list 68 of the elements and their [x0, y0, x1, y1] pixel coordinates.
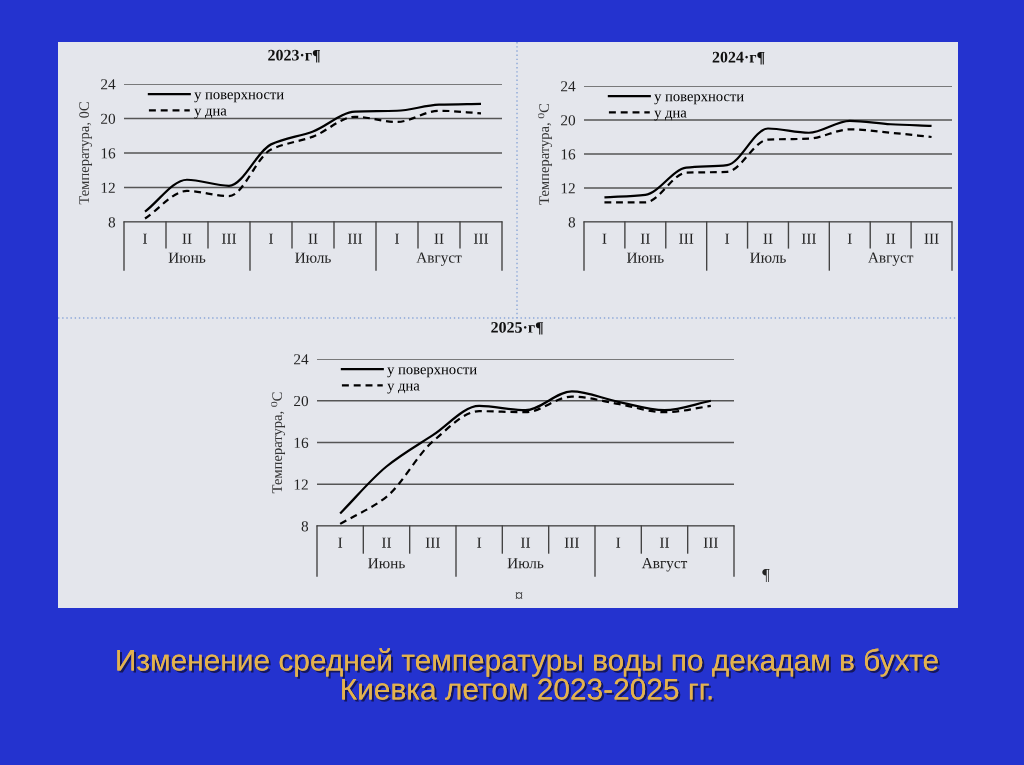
text: ¶: [762, 569, 770, 583]
x-tick-label: III: [679, 233, 694, 244]
y-axis-title: Температура, ⁰С: [271, 392, 286, 494]
x-tick-label: I: [616, 537, 621, 548]
x-tick-label: II: [886, 233, 896, 244]
x-tick-label: II: [659, 537, 670, 548]
text: Июль: [295, 252, 331, 263]
y-tick-label: 16: [101, 148, 116, 159]
text: Июнь: [368, 558, 405, 569]
text: Август: [868, 252, 914, 266]
y-tick-label: 24: [294, 354, 309, 365]
x-tick-label: II: [182, 233, 192, 244]
text: Изменение средней температуры воды по декадам в бухте Киевка летом 2023-2025 гг.: [117, 648, 940, 702]
x-tick-label: III: [347, 233, 363, 244]
legend-label: у поверхности: [654, 94, 744, 105]
x-tick-label: III: [425, 537, 440, 548]
y-tick-label: 8: [301, 521, 309, 532]
legend-label: у поверхности: [387, 367, 477, 378]
y-tick-label: 20: [561, 115, 576, 126]
text: Июнь: [168, 252, 206, 263]
y-tick-label: 12: [294, 479, 308, 490]
y-axis-title: Температура, ⁰С: [538, 103, 553, 205]
x-tick-label: III: [473, 233, 489, 244]
legend-label: у дна: [387, 383, 420, 394]
x-tick-label: I: [338, 537, 343, 548]
text: Август: [416, 252, 462, 266]
text: Июнь: [626, 252, 664, 263]
y-tick-label: 8: [568, 217, 576, 228]
x-tick-label: I: [477, 537, 482, 548]
text: Июль: [750, 252, 786, 263]
y-tick-label: 24: [561, 81, 576, 92]
y-tick-label: 24: [101, 79, 116, 90]
x-tick-label: I: [269, 233, 274, 244]
y-tick-label: 16: [294, 437, 309, 448]
x-tick-label: II: [763, 233, 773, 244]
y-tick-label: 20: [294, 395, 309, 407]
x-tick-label: I: [602, 233, 607, 244]
text: Август: [641, 558, 688, 572]
x-tick-label: I: [143, 233, 148, 244]
text: Июль: [507, 558, 544, 569]
chart-title: 2023·г¶: [268, 49, 320, 63]
x-tick-label: II: [640, 233, 650, 244]
x-tick-label: III: [703, 537, 718, 548]
x-tick-label: III: [801, 233, 816, 244]
y-tick-label: 16: [561, 149, 576, 160]
x-tick-label: III: [924, 233, 939, 244]
x-tick-label: II: [520, 537, 531, 548]
line-series: [603, 128, 933, 204]
y-tick-label: 12: [101, 182, 115, 193]
y-axis-title: Температура, 0С: [79, 102, 93, 205]
line-series: [603, 119, 933, 199]
x-tick-label: I: [725, 233, 730, 244]
legend-label: у поверхности: [194, 92, 284, 103]
x-tick-label: II: [308, 233, 318, 244]
x-tick-label: I: [847, 233, 852, 244]
y-tick-label: 8: [108, 217, 116, 228]
x-tick-label: II: [381, 537, 392, 548]
chart-title: 2025·г¶: [491, 321, 544, 335]
y-tick-label: 20: [101, 113, 116, 124]
text: ¤: [515, 592, 523, 599]
chart-title: 2024·г¶: [712, 51, 765, 65]
x-tick-label: I: [395, 233, 400, 244]
x-tick-label: III: [564, 537, 579, 548]
y-tick-label: 12: [561, 183, 575, 194]
legend-label: у дна: [194, 108, 227, 119]
legend-label: у дна: [654, 110, 687, 121]
x-tick-label: II: [434, 233, 444, 244]
x-tick-label: III: [221, 233, 237, 244]
